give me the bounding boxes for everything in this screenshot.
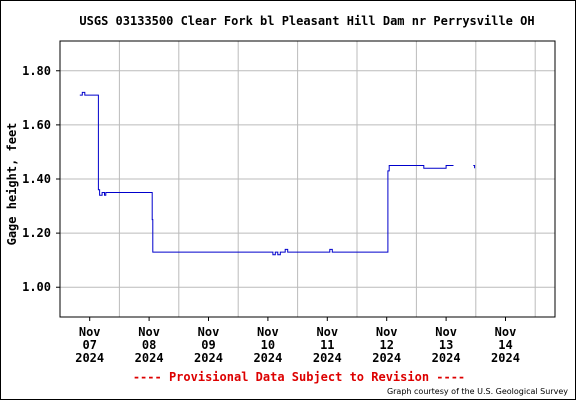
x-tick-label: Nov (435, 325, 457, 339)
x-tick-label: 2024 (491, 351, 520, 365)
x-tick-label: 2024 (194, 351, 223, 365)
x-tick-label: 12 (379, 338, 393, 352)
chart-title: USGS 03133500 Clear Fork bl Pleasant Hil… (79, 14, 534, 28)
y-tick-label: 1.20 (22, 226, 51, 240)
x-tick-label: 2024 (75, 351, 104, 365)
x-tick-label: 2024 (313, 351, 342, 365)
x-tick-label: 14 (498, 338, 512, 352)
plot-border (59, 40, 556, 318)
x-tick-label: Nov (316, 325, 338, 339)
y-tick-label: 1.60 (22, 118, 51, 132)
x-tick-label: Nov (138, 325, 160, 339)
gage-height-line (79, 91, 454, 256)
data-series (79, 91, 476, 256)
x-tick-labels: Nov072024Nov082024Nov092024Nov102024Nov1… (75, 325, 520, 365)
x-tick-label: 10 (261, 338, 275, 352)
y-tick-label: 1.80 (22, 64, 51, 78)
x-tick-label: 11 (320, 338, 334, 352)
y-tick-label: 1.00 (22, 280, 51, 294)
x-tick-label: 13 (439, 338, 453, 352)
y-tick-label: 1.40 (22, 172, 51, 186)
x-tick-label: Nov (79, 325, 101, 339)
provisional-note: ---- Provisional Data Subject to Revisio… (133, 370, 465, 384)
credit-note: Graph courtesy of the U.S. Geological Su… (387, 387, 568, 396)
y-axis-label: Gage height, feet (5, 123, 19, 246)
gage-height-line (473, 165, 476, 169)
x-tick-label: 2024 (135, 351, 164, 365)
x-tick-label: 2024 (432, 351, 461, 365)
x-tick-label: 09 (201, 338, 215, 352)
x-tick-label: Nov (376, 325, 398, 339)
x-tick-label: 2024 (253, 351, 282, 365)
x-tick-label: Nov (495, 325, 517, 339)
x-tick-label: 2024 (372, 351, 401, 365)
x-tick-label: Nov (257, 325, 279, 339)
x-tick-label: Nov (198, 325, 220, 339)
y-tick-labels: 1.00 1.20 1.40 1.60 1.80 (22, 64, 51, 294)
x-tick-label: 07 (82, 338, 96, 352)
x-tick-label: 08 (142, 338, 156, 352)
grid-lines (56, 41, 555, 321)
